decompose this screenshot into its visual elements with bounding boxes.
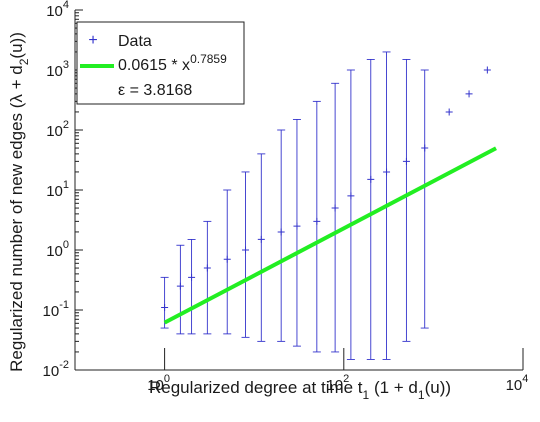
data-point <box>465 90 473 98</box>
data-point <box>257 235 265 243</box>
data-point <box>293 222 301 230</box>
y-tick-label: 10-2 <box>43 359 69 380</box>
data-point <box>277 228 285 236</box>
legend-data-label: Data <box>118 33 152 50</box>
legend-fit-label: 0.0615 * x0.7859 <box>118 52 227 74</box>
y-tick-label: 104 <box>46 0 69 20</box>
data-point <box>331 204 339 212</box>
data-point <box>445 108 453 116</box>
data-point <box>188 273 196 281</box>
y-tick-label: 101 <box>46 179 69 200</box>
data-point <box>161 304 169 312</box>
x-tick-label: 104 <box>506 373 529 394</box>
data-point <box>242 246 250 254</box>
legend: + Data 0.0615 * x0.7859 ε = 3.8168 <box>76 21 245 105</box>
data-point <box>383 168 391 176</box>
data-point <box>347 192 355 200</box>
x-axis-ticks: 100 102 104 <box>147 348 528 394</box>
data-point <box>176 282 184 290</box>
error-bars <box>160 51 429 360</box>
y-axis-label: Regularized number of new edges (λ + d2(… <box>7 32 31 372</box>
x-axis-label: Regularized degree at time t1 (1 + d1(u)… <box>149 378 451 402</box>
legend-error-label: ε = 3.8168 <box>118 82 192 99</box>
data-points <box>161 66 491 312</box>
y-tick-label: 100 <box>46 239 69 260</box>
data-point <box>367 175 375 183</box>
data-point <box>223 255 231 263</box>
x-tick-label: 102 <box>326 373 349 394</box>
y-axis-ticks: 10-2 10-1 100 101 102 103 104 <box>43 0 83 380</box>
y-tick-label: 10-1 <box>43 299 69 320</box>
legend-data-marker: + <box>88 32 97 49</box>
legend-box <box>76 21 245 105</box>
y-tick-label: 103 <box>46 59 69 80</box>
fit-line <box>163 146 497 325</box>
data-point <box>203 264 211 272</box>
data-point <box>421 144 429 152</box>
data-point <box>483 66 491 74</box>
x-tick-label: 100 <box>147 373 170 394</box>
data-point <box>313 217 321 225</box>
y-tick-label: 102 <box>46 119 69 140</box>
data-point <box>402 157 410 165</box>
